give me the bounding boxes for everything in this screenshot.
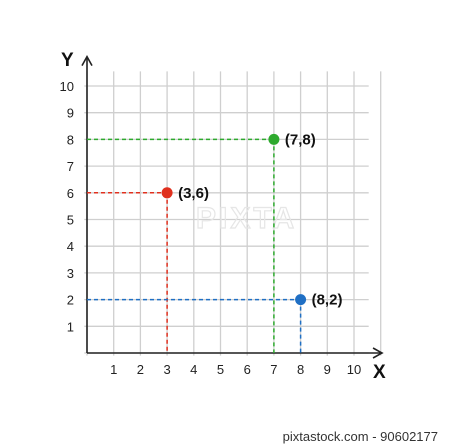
x-tick-label: 1 [110,362,117,377]
x-tick-label: 2 [137,362,144,377]
y-tick-label: 6 [67,186,74,201]
data-point-label: (8,2) [312,292,343,309]
y-tick-label: 10 [60,79,74,94]
x-tick-label: 7 [270,362,277,377]
x-tick-label: 4 [190,362,197,377]
data-point-label: (3,6) [178,185,209,202]
x-tick-label: 8 [297,362,304,377]
x-axis-arrow [372,347,384,359]
stock-credit: pixtastock.com - 90602177 [282,429,438,444]
y-tick-label: 1 [67,319,74,334]
y-tick-label: 2 [67,293,74,308]
x-tick-label: 3 [163,362,170,377]
y-tick-label: 5 [67,213,74,228]
data-point [161,187,173,199]
y-tick-label: 3 [67,266,74,281]
x-tick-label: 5 [217,362,224,377]
data-point [268,133,280,145]
y-tick-label: 7 [67,159,74,174]
data-point [295,294,307,306]
x-tick-label: 9 [324,362,331,377]
watermark: PIXTA [195,201,297,235]
x-tick-label: 6 [244,362,251,377]
tick-labels: 1 2 3 4 5 6 7 8 9 10 1 2 3 4 5 6 7 8 9 10 [60,79,362,377]
axes [81,54,384,359]
x-axis-title: X [373,362,386,383]
x-tick-label: 10 [347,362,361,377]
y-tick-label: 9 [67,106,74,121]
data-point-label: (7,8) [285,131,316,148]
watermark-text: PIXTA [196,202,297,235]
y-tick-label: 4 [67,239,74,254]
guide-lines [87,138,302,353]
y-axis-title: Y [61,50,74,71]
data-points: (3,6) (7,8) (8,2) [161,131,343,309]
y-axis-arrow [81,54,93,67]
y-tick-label: 8 [67,132,74,147]
